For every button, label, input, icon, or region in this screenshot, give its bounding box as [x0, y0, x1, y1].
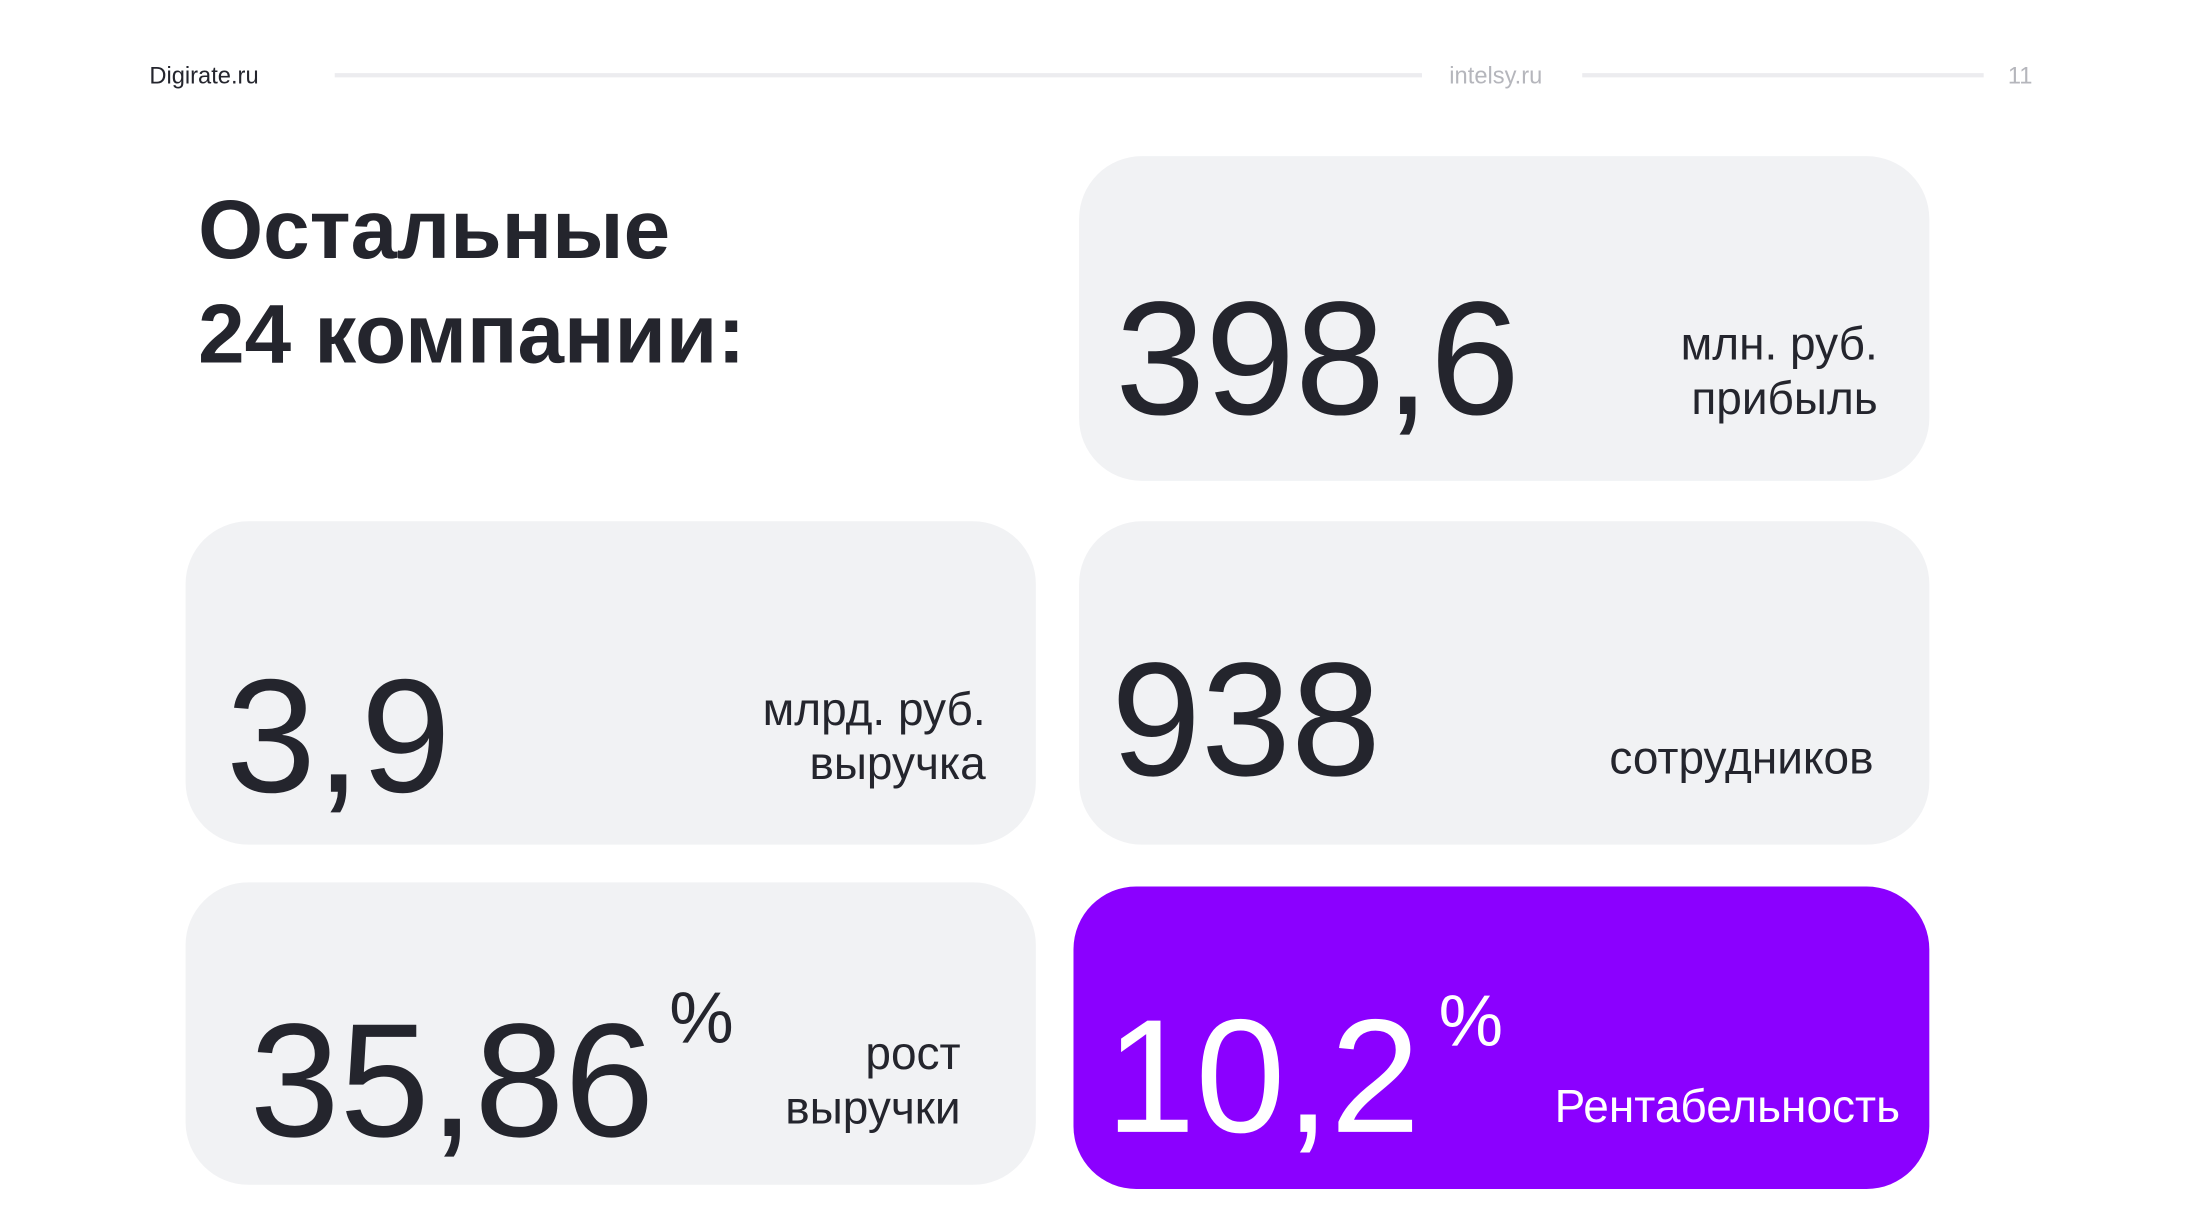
header-center: intelsy.ru: [1449, 64, 1542, 90]
card-label: сотрудников: [1609, 732, 1873, 784]
card: [185, 521, 1036, 845]
title-line: Остальные: [198, 182, 670, 276]
card-highlight: [1073, 886, 1930, 1189]
page-number: 11: [2008, 64, 2033, 90]
card: [1079, 156, 1930, 481]
card: [1079, 521, 1930, 845]
card-label: выручка: [809, 737, 986, 789]
card-value: 10,2: [1106, 987, 1421, 1167]
title-line: 24 компании:: [198, 286, 745, 380]
card-value: 3,9: [226, 647, 451, 827]
card-value: 938: [1111, 630, 1381, 810]
card-label: млрд. руб.: [763, 683, 986, 735]
card-label: рост: [865, 1027, 960, 1079]
card-suffix: %: [1439, 980, 1503, 1061]
card-label: прибыль: [1691, 372, 1877, 424]
card-suffix: %: [669, 978, 733, 1059]
card-value: 35,86: [250, 991, 655, 1171]
card-label: Рентабельность: [1555, 1080, 1900, 1132]
card-label: выручки: [785, 1081, 960, 1133]
card: [185, 882, 1036, 1185]
card-value: 398,6: [1115, 269, 1520, 449]
card-label: млн. руб.: [1681, 318, 1878, 370]
header-left: Digirate.ru: [149, 64, 258, 90]
